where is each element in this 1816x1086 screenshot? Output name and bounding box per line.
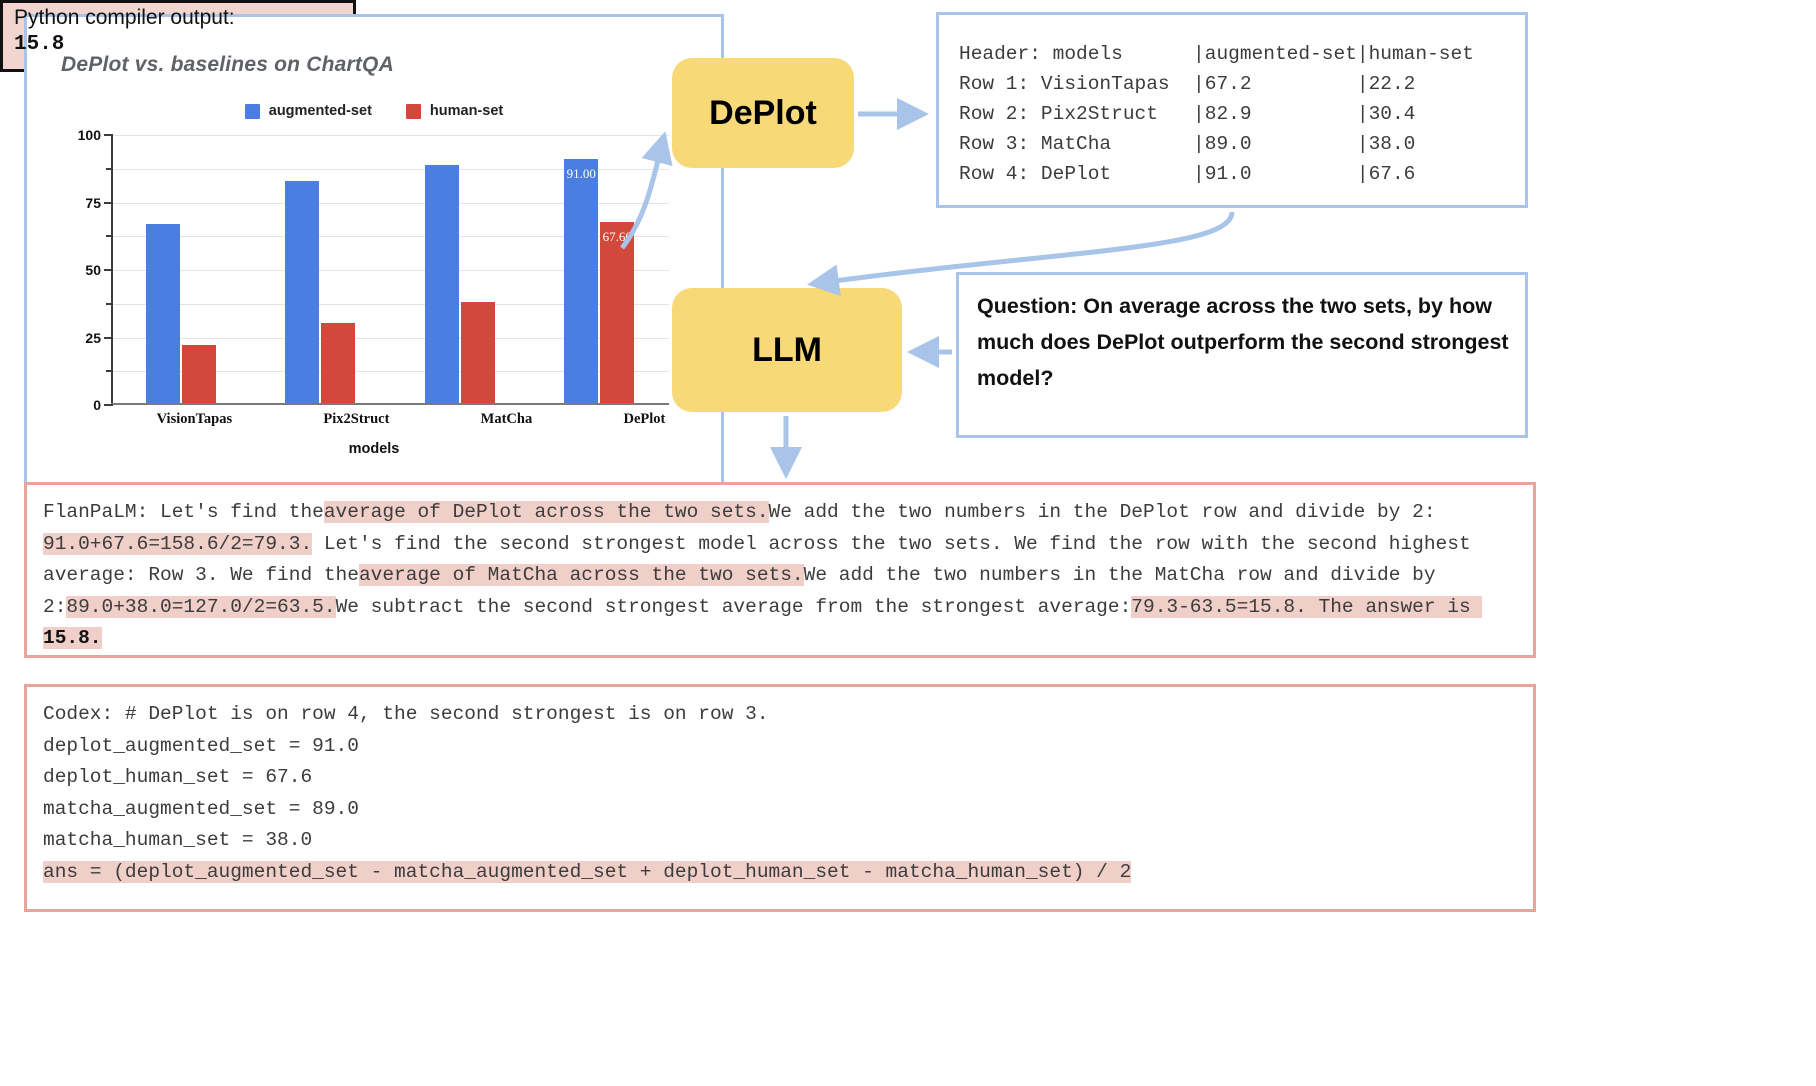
gridline <box>111 202 669 204</box>
bar-group-DePlot: 91.00 67.60 <box>564 135 635 405</box>
legend-item-augmented-set: augmented-set <box>244 103 372 119</box>
y-axis-tick <box>104 201 113 204</box>
codex-program-text: Codex: # DePlot is on row 4, the second … <box>43 699 1525 888</box>
gridline-minor <box>111 168 669 170</box>
compiler-output-label: Python compiler output: <box>14 6 235 29</box>
y-axis-minor-tick <box>106 370 113 373</box>
node-deplot[interactable]: DePlot <box>672 58 854 168</box>
bar-value-label: 91.00 <box>566 166 596 182</box>
y-axis-minor-tick <box>106 167 113 170</box>
y-axis-tick-label: 0 <box>93 397 101 413</box>
codex-line-row: matcha_human_set = 38.0 <box>43 825 1525 857</box>
y-axis-tick <box>104 336 113 339</box>
x-axis-label-DePlot: DePlot <box>623 411 666 427</box>
y-axis-tick-label: 25 <box>85 329 101 346</box>
text-span: We add the two numbers in the MatCha row… <box>43 564 1448 618</box>
highlighted-text-span: average of MatCha across the two sets. <box>358 564 804 586</box>
codex-program-panel: Codex: # DePlot is on row 4, the second … <box>24 684 1536 912</box>
y-axis-minor-tick <box>106 235 113 238</box>
codex-line: matcha_human_set = 38.0 <box>43 829 313 851</box>
chart-title: DePlot vs. baselines on ChartQA <box>61 53 394 76</box>
flanpalm-reasoning-text: FlanPaLM: Let's find theaverage of DePlo… <box>43 497 1525 655</box>
highlighted-text-span: 89.0+38.0=127.0/2=63.5. <box>66 595 336 618</box>
bar-DePlot-human-set: 67.60 <box>600 222 635 405</box>
table-output-panel: Header: models |augmented-set|human-set … <box>936 12 1528 208</box>
table-output-text: Header: models |augmented-set|human-set … <box>959 43 1474 185</box>
legend-item-human-set: human-set <box>405 103 504 119</box>
bar-MatCha-augmented-set <box>424 164 459 405</box>
legend-swatch-icon <box>244 103 260 119</box>
bar-VisionTapas-human-set <box>181 345 216 405</box>
text-span: Let's find the second strongest model ac… <box>43 532 1483 587</box>
codex-line-row: deplot_human_set = 67.6 <box>43 762 1525 794</box>
codex-line: deplot_augmented_set = 91.0 <box>43 734 359 757</box>
legend-label: augmented-set <box>268 103 372 119</box>
chart-panel: DePlot vs. baselines on ChartQA augmente… <box>24 14 724 522</box>
gridline-minor <box>111 371 669 373</box>
y-axis-tick <box>104 404 113 406</box>
bar-group-Pix2Struct <box>285 135 356 405</box>
chart-legend: augmented-set human-set <box>27 103 721 119</box>
y-axis-tick-label: 100 <box>77 127 101 143</box>
codex-line-row: matcha_augmented_set = 89.0 <box>43 794 1525 826</box>
codex-line: Codex: # DePlot is on row 4, the second … <box>43 703 769 725</box>
question-text: Question: On average across the two sets… <box>977 294 1509 390</box>
bar-group-MatCha <box>424 135 495 405</box>
compiler-output-value: 15.8 <box>14 33 65 56</box>
y-axis-minor-tick <box>106 302 113 305</box>
bar-group-VisionTapas <box>145 135 216 405</box>
text-span: FlanPaLM: Let's find the <box>43 501 324 523</box>
legend-label: human-set <box>429 103 504 119</box>
codex-line: deplot_human_set = 67.6 <box>43 766 313 788</box>
question-panel: Question: On average across the two sets… <box>956 272 1528 438</box>
y-axis-tick <box>104 269 113 271</box>
plot-inner: 91.00 67.60 <box>111 135 669 405</box>
chart-plot-area: 91.00 67.60 0 25 50 75 100 <box>78 127 679 413</box>
bar-VisionTapas-augmented-set <box>145 223 180 405</box>
codex-line: matcha_augmented_set = 89.0 <box>43 797 359 820</box>
x-axis-line <box>111 403 669 405</box>
gridline <box>111 337 669 339</box>
bar-DePlot-augmented-set: 91.00 <box>564 159 599 405</box>
node-llm[interactable]: LLM <box>672 288 902 412</box>
bar-Pix2Struct-human-set <box>321 322 356 405</box>
gridline <box>111 270 669 271</box>
x-axis-label-VisionTapas: VisionTapas <box>156 411 233 427</box>
y-axis-tick-label: 75 <box>85 194 101 211</box>
bar-value-label: 67.60 <box>602 229 632 245</box>
gridline-minor <box>111 303 669 305</box>
legend-swatch-icon <box>405 103 421 119</box>
text-span: We add the two numbers in the DePlot row… <box>768 501 1448 523</box>
x-axis-title: models <box>348 441 400 457</box>
text-span: We subtract the second strongest average… <box>335 595 1132 618</box>
x-axis-label-Pix2Struct: Pix2Struct <box>323 411 390 427</box>
codex-line-row: ans = (deplot_augmented_set - matcha_aug… <box>43 857 1525 889</box>
highlighted-text-span: average of DePlot across the two sets. <box>323 501 769 523</box>
codex-line-row: Codex: # DePlot is on row 4, the second … <box>43 699 1525 731</box>
bar-Pix2Struct-augmented-set <box>285 181 320 405</box>
flanpalm-reasoning-panel: FlanPaLM: Let's find theaverage of DePlo… <box>24 482 1536 658</box>
codex-line-row: deplot_augmented_set = 91.0 <box>43 731 1525 763</box>
gridline <box>111 135 669 136</box>
highlighted-text-span: 79.3-63.5=15.8. The answer is <box>1131 595 1483 618</box>
bar-groups: 91.00 67.60 <box>111 135 669 405</box>
x-axis-tick-labels: VisionTapas Pix2Struct MatCha DePlot <box>111 411 711 428</box>
gridline-minor <box>111 236 669 238</box>
x-axis-label-MatCha: MatCha <box>480 411 533 427</box>
y-axis-tick-label: 50 <box>85 262 101 278</box>
highlighted-text-span: 91.0+67.6=158.6/2=79.3. <box>43 532 313 555</box>
y-axis-tick <box>104 134 113 136</box>
codex-line: ans = (deplot_augmented_set - matcha_aug… <box>43 860 1132 883</box>
highlighted-text-span: 15.8. <box>43 627 102 649</box>
bar-MatCha-human-set <box>460 302 495 405</box>
